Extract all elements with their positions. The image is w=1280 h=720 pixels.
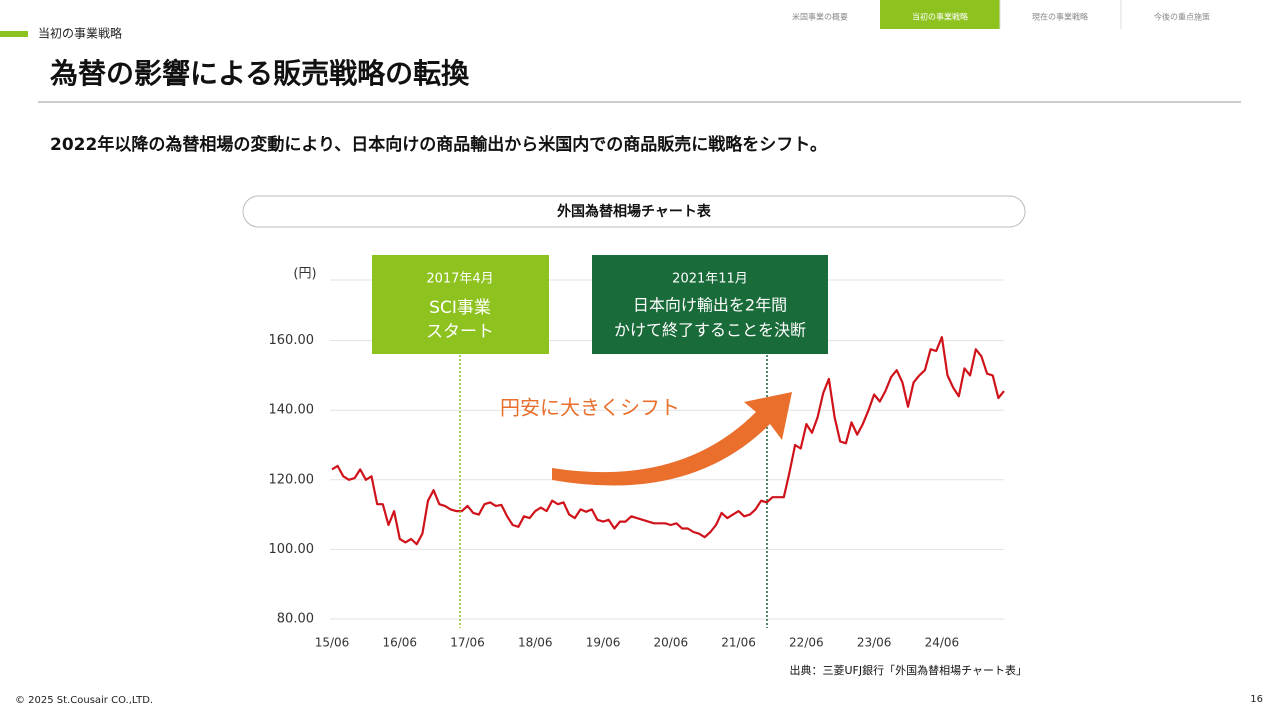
fx-line — [331, 336, 1005, 546]
x-tick-label: 20/06 — [654, 636, 689, 650]
annotation-box — [592, 255, 828, 354]
source-note: 出典：三菱UFJ銀行「外国為替相場チャート表」 — [789, 663, 1027, 677]
nav-tab-active[interactable] — [880, 0, 1000, 29]
annotation-date: 2017年4月 — [426, 272, 493, 287]
annotation-date: 2021年11月 — [672, 272, 748, 287]
x-tick-label: 21/06 — [721, 636, 756, 650]
y-tick-label: 100.00 — [269, 542, 315, 557]
plot: 80.00 100.00 120.00 140.00 160.00 15/06 16/06 1… — [269, 333, 1005, 650]
y-tick-label: 160.00 — [269, 333, 315, 348]
lead-text: 2022年以降の為替相場の変動により、日本向けの商品輸出から米国内での商品販売に… — [50, 134, 827, 155]
annotation-text: かけて終了することを決断 — [614, 321, 806, 340]
annotation-text: スタート — [426, 322, 494, 342]
annotation-box — [372, 255, 549, 354]
y-axis-label: (円) — [293, 267, 316, 282]
nav-label[interactable]: 米国事業の概要 — [792, 12, 848, 22]
slide-title: 為替の影響による販売戦略の転換 — [50, 57, 470, 90]
x-tick-label: 15/06 — [315, 636, 350, 650]
nav-label[interactable]: 今後の重点施策 — [1154, 12, 1210, 22]
chart-title-box — [242, 195, 1026, 228]
trend-label: 円安に大きくシフト — [500, 396, 680, 420]
copyright: © 2025 St.Cousair CO.,LTD. — [15, 695, 153, 706]
annotation-text: 日本向け輸出を2年間 — [633, 296, 787, 315]
nav-label[interactable]: 現在の事業戦略 — [1032, 12, 1088, 22]
trend-arrow — [552, 392, 792, 486]
x-tick-label: 22/06 — [789, 636, 824, 650]
annotation-text: SCI事業 — [429, 298, 491, 318]
section-label: 当初の事業戦略 — [38, 26, 122, 41]
x-tick-label: 23/06 — [857, 636, 892, 650]
nav-tab[interactable] — [1000, 0, 1120, 29]
y-tick-label: 80.00 — [277, 612, 314, 627]
nav-tab[interactable] — [760, 0, 880, 29]
nav-tab[interactable] — [1120, 0, 1240, 29]
x-tick-label: 19/06 — [586, 636, 621, 650]
x-tick-label: 24/06 — [925, 636, 960, 650]
x-tick-label: 18/06 — [518, 636, 553, 650]
page-number: 16 — [1250, 694, 1263, 705]
x-tick-label: 17/06 — [450, 636, 485, 650]
nav-label[interactable]: 当初の事業戦略 — [912, 12, 968, 22]
section-marker — [0, 31, 28, 37]
x-tick-label: 16/06 — [382, 636, 417, 650]
y-tick-label: 120.00 — [269, 472, 315, 487]
y-tick-label: 140.00 — [269, 403, 315, 418]
chart-title: 外国為替相場チャート表 — [557, 203, 712, 220]
